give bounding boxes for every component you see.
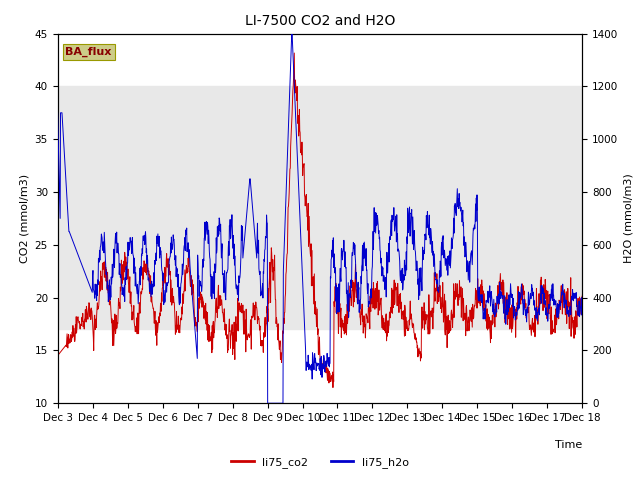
Text: Time: Time <box>555 440 582 450</box>
Bar <box>58 86 582 329</box>
Y-axis label: CO2 (mmol/m3): CO2 (mmol/m3) <box>19 174 29 263</box>
Text: BA_flux: BA_flux <box>65 47 112 57</box>
Y-axis label: H2O (mmol/m3): H2O (mmol/m3) <box>624 174 634 263</box>
Title: LI-7500 CO2 and H2O: LI-7500 CO2 and H2O <box>245 14 395 28</box>
Legend: li75_co2, li75_h2o: li75_co2, li75_h2o <box>227 452 413 472</box>
